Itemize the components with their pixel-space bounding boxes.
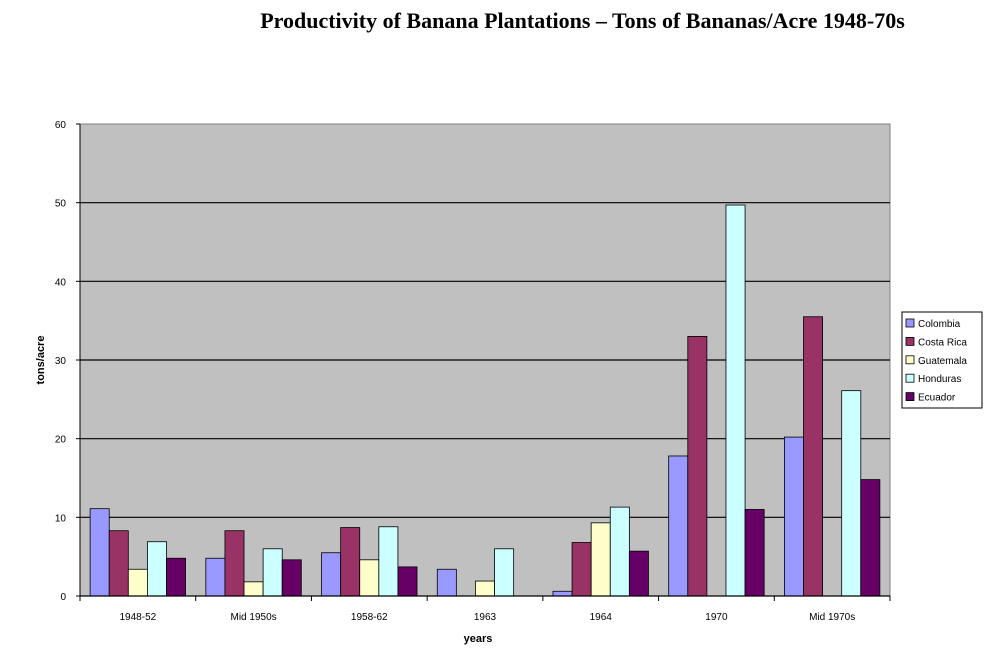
x-tick-label: Mid 1970s xyxy=(809,612,855,623)
legend-swatch xyxy=(905,373,915,383)
bar xyxy=(262,548,283,597)
bars xyxy=(89,204,881,597)
y-tick-label: 50 xyxy=(55,199,67,210)
legend-swatch xyxy=(905,392,915,402)
legend-box xyxy=(901,311,983,409)
bar xyxy=(321,552,342,597)
bar xyxy=(475,580,495,597)
bar xyxy=(243,581,264,597)
x-tick-label: 1958-62 xyxy=(351,612,388,623)
y-axis-label: tons/acre xyxy=(35,336,47,385)
legend-label: Guatemala xyxy=(918,356,967,367)
legend-label: Costa Rica xyxy=(918,337,967,348)
legend-label: Honduras xyxy=(918,374,961,385)
bar xyxy=(378,526,399,597)
bar xyxy=(224,530,245,597)
x-tick-label: 1970 xyxy=(705,612,728,623)
y-axis: 0 10 20 30 40 50 60 xyxy=(55,120,81,603)
bar xyxy=(494,548,515,597)
bar xyxy=(628,550,649,597)
y-tick-label: 40 xyxy=(55,277,67,288)
bar xyxy=(166,557,186,597)
bar xyxy=(860,479,881,597)
bar xyxy=(590,522,611,597)
x-axis-label: years xyxy=(464,633,493,645)
legend-swatch xyxy=(905,318,915,328)
y-tick-label: 0 xyxy=(60,592,66,603)
bar xyxy=(687,335,708,597)
x-axis: 1948-52 Mid 1950s 1958-62 1963 1964 1970 Mid 1… xyxy=(79,595,891,623)
y-tick-label: 10 xyxy=(55,513,67,524)
bar xyxy=(436,568,457,597)
bar xyxy=(609,506,630,597)
bar xyxy=(108,530,129,597)
bar xyxy=(205,557,226,597)
bar xyxy=(281,559,302,597)
gridlines xyxy=(80,202,890,518)
bar xyxy=(744,509,765,597)
y-tick-label: 30 xyxy=(55,356,67,367)
bar xyxy=(397,566,418,597)
bar xyxy=(147,541,167,597)
y-tick-label: 20 xyxy=(55,435,67,446)
y-tick-label: 60 xyxy=(55,120,67,131)
bar xyxy=(668,455,689,597)
x-tick-label: Mid 1950s xyxy=(231,612,277,623)
legend-swatch xyxy=(905,336,915,346)
x-tick-label: 1964 xyxy=(590,612,613,623)
legend-swatch xyxy=(905,355,915,365)
chart-title: Productivity of Banana Plantations – Ton… xyxy=(260,8,905,33)
x-tick-label: 1948-52 xyxy=(120,612,157,623)
bar xyxy=(784,436,804,597)
legend-label: Colombia xyxy=(918,319,961,330)
legend: Colombia Costa Rica Guatemala Honduras Ecuad… xyxy=(901,311,983,409)
bar xyxy=(841,390,862,597)
bar xyxy=(359,559,380,597)
legend-label: Ecuador xyxy=(918,393,956,404)
bar xyxy=(803,316,823,597)
bar xyxy=(89,508,110,597)
bar xyxy=(340,527,361,597)
bar xyxy=(725,204,746,597)
bar xyxy=(571,542,592,597)
x-tick-label: 1963 xyxy=(474,612,497,623)
bar xyxy=(552,590,573,597)
bar xyxy=(127,568,148,597)
